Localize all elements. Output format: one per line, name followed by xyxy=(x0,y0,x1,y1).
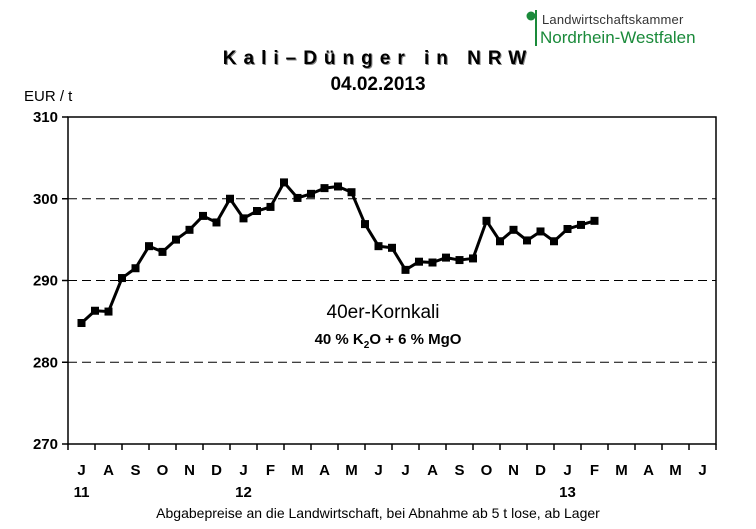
y-tick-label: 270 xyxy=(33,436,58,453)
data-point xyxy=(104,307,113,316)
x-tick-label: M xyxy=(345,462,358,479)
data-point xyxy=(158,247,167,256)
x-axis-ticks: J A S O N D J F M A M J J A S O N D J F M A M J11 12 13 xyxy=(67,444,717,501)
x-tick-label: M xyxy=(615,462,628,479)
data-point xyxy=(253,207,261,216)
x-axis-label: Abgabepreise an die Landwirtschaft, bei … xyxy=(156,505,600,521)
logo: Landwirtschaftskammer Nordrhein-Westfale… xyxy=(526,8,726,48)
data-point xyxy=(388,243,396,252)
x-tick-label: S xyxy=(130,462,140,479)
data-point xyxy=(469,254,477,263)
y-axis-ticks: 270 280 290 300 310 xyxy=(33,109,68,453)
data-point xyxy=(307,189,315,198)
data-point xyxy=(131,264,140,273)
data-point xyxy=(496,237,504,246)
x-tick-label: N xyxy=(184,462,195,479)
y-tick-label: 290 xyxy=(33,273,58,290)
grid-lines xyxy=(68,198,716,363)
x-tick-label: J xyxy=(374,462,382,479)
data-point xyxy=(293,193,302,202)
data-point xyxy=(428,258,437,267)
data-point xyxy=(347,188,356,197)
logo-text-line2: Nordrhein-Westfalen xyxy=(540,28,696,47)
x-year-label: 11 xyxy=(74,484,90,501)
x-tick-label: A xyxy=(319,462,330,479)
x-tick-label: D xyxy=(211,462,222,479)
y-tick-label: 300 xyxy=(33,191,58,208)
data-point xyxy=(77,319,86,328)
data-point xyxy=(442,253,450,262)
data-point xyxy=(172,235,180,244)
x-year-label: 13 xyxy=(559,484,576,501)
x-tick-label: A xyxy=(103,462,114,479)
data-point xyxy=(91,306,99,315)
logo-mark-icon xyxy=(526,10,537,46)
data-point xyxy=(145,242,153,251)
data-point xyxy=(212,218,221,227)
x-tick-label: M xyxy=(669,462,682,479)
data-point xyxy=(590,216,599,225)
data-point xyxy=(374,242,383,251)
x-tick-label: N xyxy=(508,462,519,479)
y-tick-label: 280 xyxy=(33,354,58,371)
x-year-label: 12 xyxy=(235,484,252,501)
chart-title: Kali–Dünger in NRW xyxy=(222,48,534,69)
data-point xyxy=(118,274,126,283)
data-point xyxy=(239,214,248,223)
data-point xyxy=(550,237,558,246)
x-tick-label: J xyxy=(239,462,247,479)
x-tick-label: J xyxy=(401,462,409,479)
data-point xyxy=(280,178,288,187)
x-tick-label: S xyxy=(454,462,464,479)
x-tick-label: J xyxy=(563,462,571,479)
logo-text-line1: Landwirtschaftskammer xyxy=(542,12,684,27)
data-point xyxy=(334,182,342,191)
data-point xyxy=(415,257,423,266)
x-tick-label: F xyxy=(590,462,599,479)
chart-subtitle: 04.02.2013 xyxy=(330,74,426,95)
x-tick-label: D xyxy=(535,462,546,479)
data-point xyxy=(199,211,207,220)
series-annotation-name: 40er-Kornkali xyxy=(327,302,440,323)
data-point xyxy=(577,220,585,229)
data-point xyxy=(185,225,194,234)
data-point xyxy=(320,184,329,193)
data-point xyxy=(401,265,410,274)
data-point xyxy=(563,224,572,233)
x-tick-label: O xyxy=(157,462,169,479)
data-point xyxy=(226,194,234,203)
x-tick-label: F xyxy=(266,462,275,479)
y-tick-label: 310 xyxy=(33,109,58,126)
x-tick-label: J xyxy=(698,462,706,479)
x-tick-label: J xyxy=(77,462,85,479)
series-annotation-formula: 40 % K2O + 6 % MgO xyxy=(315,331,462,351)
data-point xyxy=(361,220,369,229)
data-point xyxy=(266,202,275,211)
x-tick-label: A xyxy=(643,462,654,479)
data-point xyxy=(455,256,464,265)
y-axis-label: EUR / t xyxy=(24,88,73,105)
data-point xyxy=(536,227,545,236)
x-tick-label: A xyxy=(427,462,438,479)
series-annotation: 40er-Kornkali 40 % K2O + 6 % MgO xyxy=(315,302,462,351)
data-point xyxy=(482,216,491,225)
x-tick-label: O xyxy=(481,462,493,479)
data-point xyxy=(509,225,518,234)
series-kornkali xyxy=(77,178,599,328)
data-point xyxy=(523,236,531,245)
x-tick-label: M xyxy=(291,462,304,479)
